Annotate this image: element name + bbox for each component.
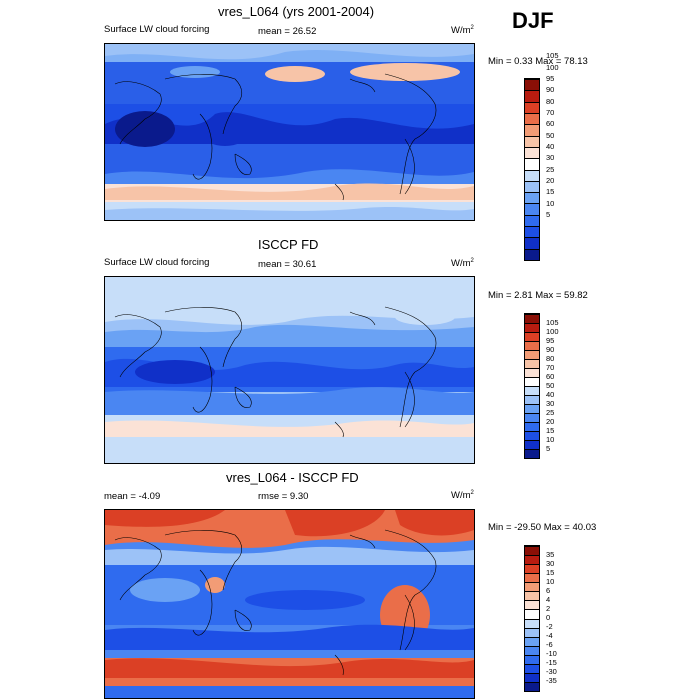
tick-label: 10 [546, 435, 555, 444]
min-max-label: Min = 0.33 Max = 78.13 [488, 56, 588, 67]
tick-label: 5 [546, 210, 551, 219]
tick-label: 30 [546, 399, 555, 408]
mean-label: mean = 30.61 [258, 259, 317, 270]
tick-label: 80 [546, 97, 555, 106]
tick-label: 10 [546, 577, 555, 586]
tick-label: 50 [546, 381, 555, 390]
tick-label: -6 [546, 640, 553, 649]
tick-label: 5 [546, 444, 551, 453]
colorbar-obs [524, 313, 540, 459]
tick-label: 35 [546, 550, 555, 559]
panel-title: vres_L064 (yrs 2001-2004) [218, 4, 375, 19]
mean-label: mean = -4.09 [104, 491, 161, 502]
tick-label: 95 [546, 74, 555, 83]
tick-label: 105 [546, 51, 559, 60]
panel-title: ISCCP FD [258, 237, 319, 252]
tick-label: 100 [546, 63, 559, 72]
tick-label: 60 [546, 372, 555, 381]
tick-label: -30 [546, 667, 557, 676]
tick-label: 100 [546, 327, 559, 336]
tick-label: 105 [546, 318, 559, 327]
tick-label: -10 [546, 649, 557, 658]
tick-label: 6 [546, 586, 551, 595]
colorbar-ticks-diff: -35 -30 -15 -10 -6 -4 -2 0 2 4 6 10 15 3… [546, 545, 576, 690]
tick-label: 50 [546, 131, 555, 140]
tick-label: -4 [546, 631, 553, 640]
map-diff [104, 509, 475, 699]
tick-label: 90 [546, 345, 555, 354]
tick-label: 80 [546, 354, 555, 363]
tick-label: 10 [546, 199, 555, 208]
panel-title: vres_L064 - ISCCP FD [226, 470, 359, 485]
tick-label: 2 [546, 604, 551, 613]
units-label: W/m2 [451, 258, 474, 270]
tick-label: 25 [546, 165, 555, 174]
tick-label: -2 [546, 622, 553, 631]
map-model [104, 43, 475, 221]
tick-label: -15 [546, 658, 557, 667]
tick-label: 70 [546, 108, 555, 117]
variable-label: Surface LW cloud forcing [104, 24, 210, 35]
units-label: W/m2 [451, 490, 474, 502]
colorbar-ticks-model: 5 10 15 20 25 30 40 50 60 70 80 90 95 10… [546, 52, 576, 259]
tick-label: 25 [546, 408, 555, 417]
colorbar-diff [524, 545, 540, 692]
variable-label: Surface LW cloud forcing [104, 257, 210, 268]
tick-label: 70 [546, 363, 555, 372]
units-label: W/m2 [451, 25, 474, 37]
map-obs [104, 276, 475, 464]
colorbar-ticks-obs: 5 10 15 20 25 30 40 50 60 70 80 90 95 10… [546, 313, 576, 457]
tick-label: 15 [546, 568, 555, 577]
tick-label: 0 [546, 613, 551, 622]
tick-label: 20 [546, 417, 555, 426]
tick-label: 15 [546, 187, 555, 196]
mean-label: mean = 26.52 [258, 26, 317, 37]
tick-label: 30 [546, 153, 555, 162]
rmse-label: rmse = 9.30 [258, 491, 309, 502]
tick-label: 40 [546, 142, 555, 151]
tick-label: 30 [546, 559, 555, 568]
season-label: DJF [512, 8, 554, 33]
tick-label: 4 [546, 595, 551, 604]
tick-label: 95 [546, 336, 555, 345]
colorbar-model [524, 78, 540, 261]
tick-label: 40 [546, 390, 555, 399]
tick-label: 20 [546, 176, 555, 185]
tick-label: 15 [546, 426, 555, 435]
tick-label: -35 [546, 676, 557, 685]
tick-label: 90 [546, 85, 555, 94]
min-max-label: Min = 2.81 Max = 59.82 [488, 290, 588, 301]
min-max-label: Min = -29.50 Max = 40.03 [488, 522, 597, 533]
tick-label: 60 [546, 119, 555, 128]
